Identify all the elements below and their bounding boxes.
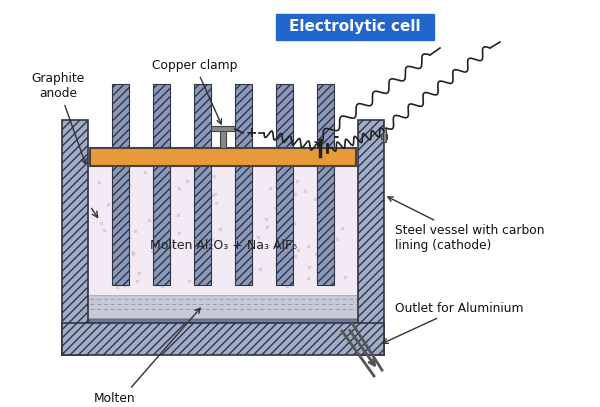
Text: Electrolytic cell: Electrolytic cell [289, 20, 421, 35]
Bar [112, 84, 129, 285]
Bar [88, 166, 358, 295]
Text: Molten
aluminium: Molten aluminium [83, 308, 200, 407]
Bar [211, 126, 235, 131]
Text: Outlet for Aluminium: Outlet for Aluminium [383, 302, 523, 344]
Bar [383, 128, 386, 142]
Bar [276, 84, 293, 285]
Bar [220, 130, 226, 148]
Bar [153, 84, 170, 285]
Text: -: - [332, 129, 338, 144]
Bar [358, 120, 384, 355]
Bar [381, 134, 387, 139]
Bar [90, 148, 356, 166]
Text: Graphite
anode: Graphite anode [31, 72, 86, 164]
Bar [88, 295, 358, 318]
Bar [317, 84, 334, 285]
Text: +: + [245, 126, 257, 140]
Bar [62, 120, 88, 355]
Bar [235, 84, 252, 285]
Bar [62, 323, 384, 355]
Text: Steel vessel with carbon
lining (cathode): Steel vessel with carbon lining (cathode… [388, 197, 545, 252]
FancyBboxPatch shape [276, 14, 434, 40]
Bar [88, 318, 358, 328]
Text: Molten Al₂O₃ + Na₃ AlF₆: Molten Al₂O₃ + Na₃ AlF₆ [149, 239, 296, 252]
Bar [194, 84, 211, 285]
Text: Copper clamp: Copper clamp [152, 59, 238, 124]
